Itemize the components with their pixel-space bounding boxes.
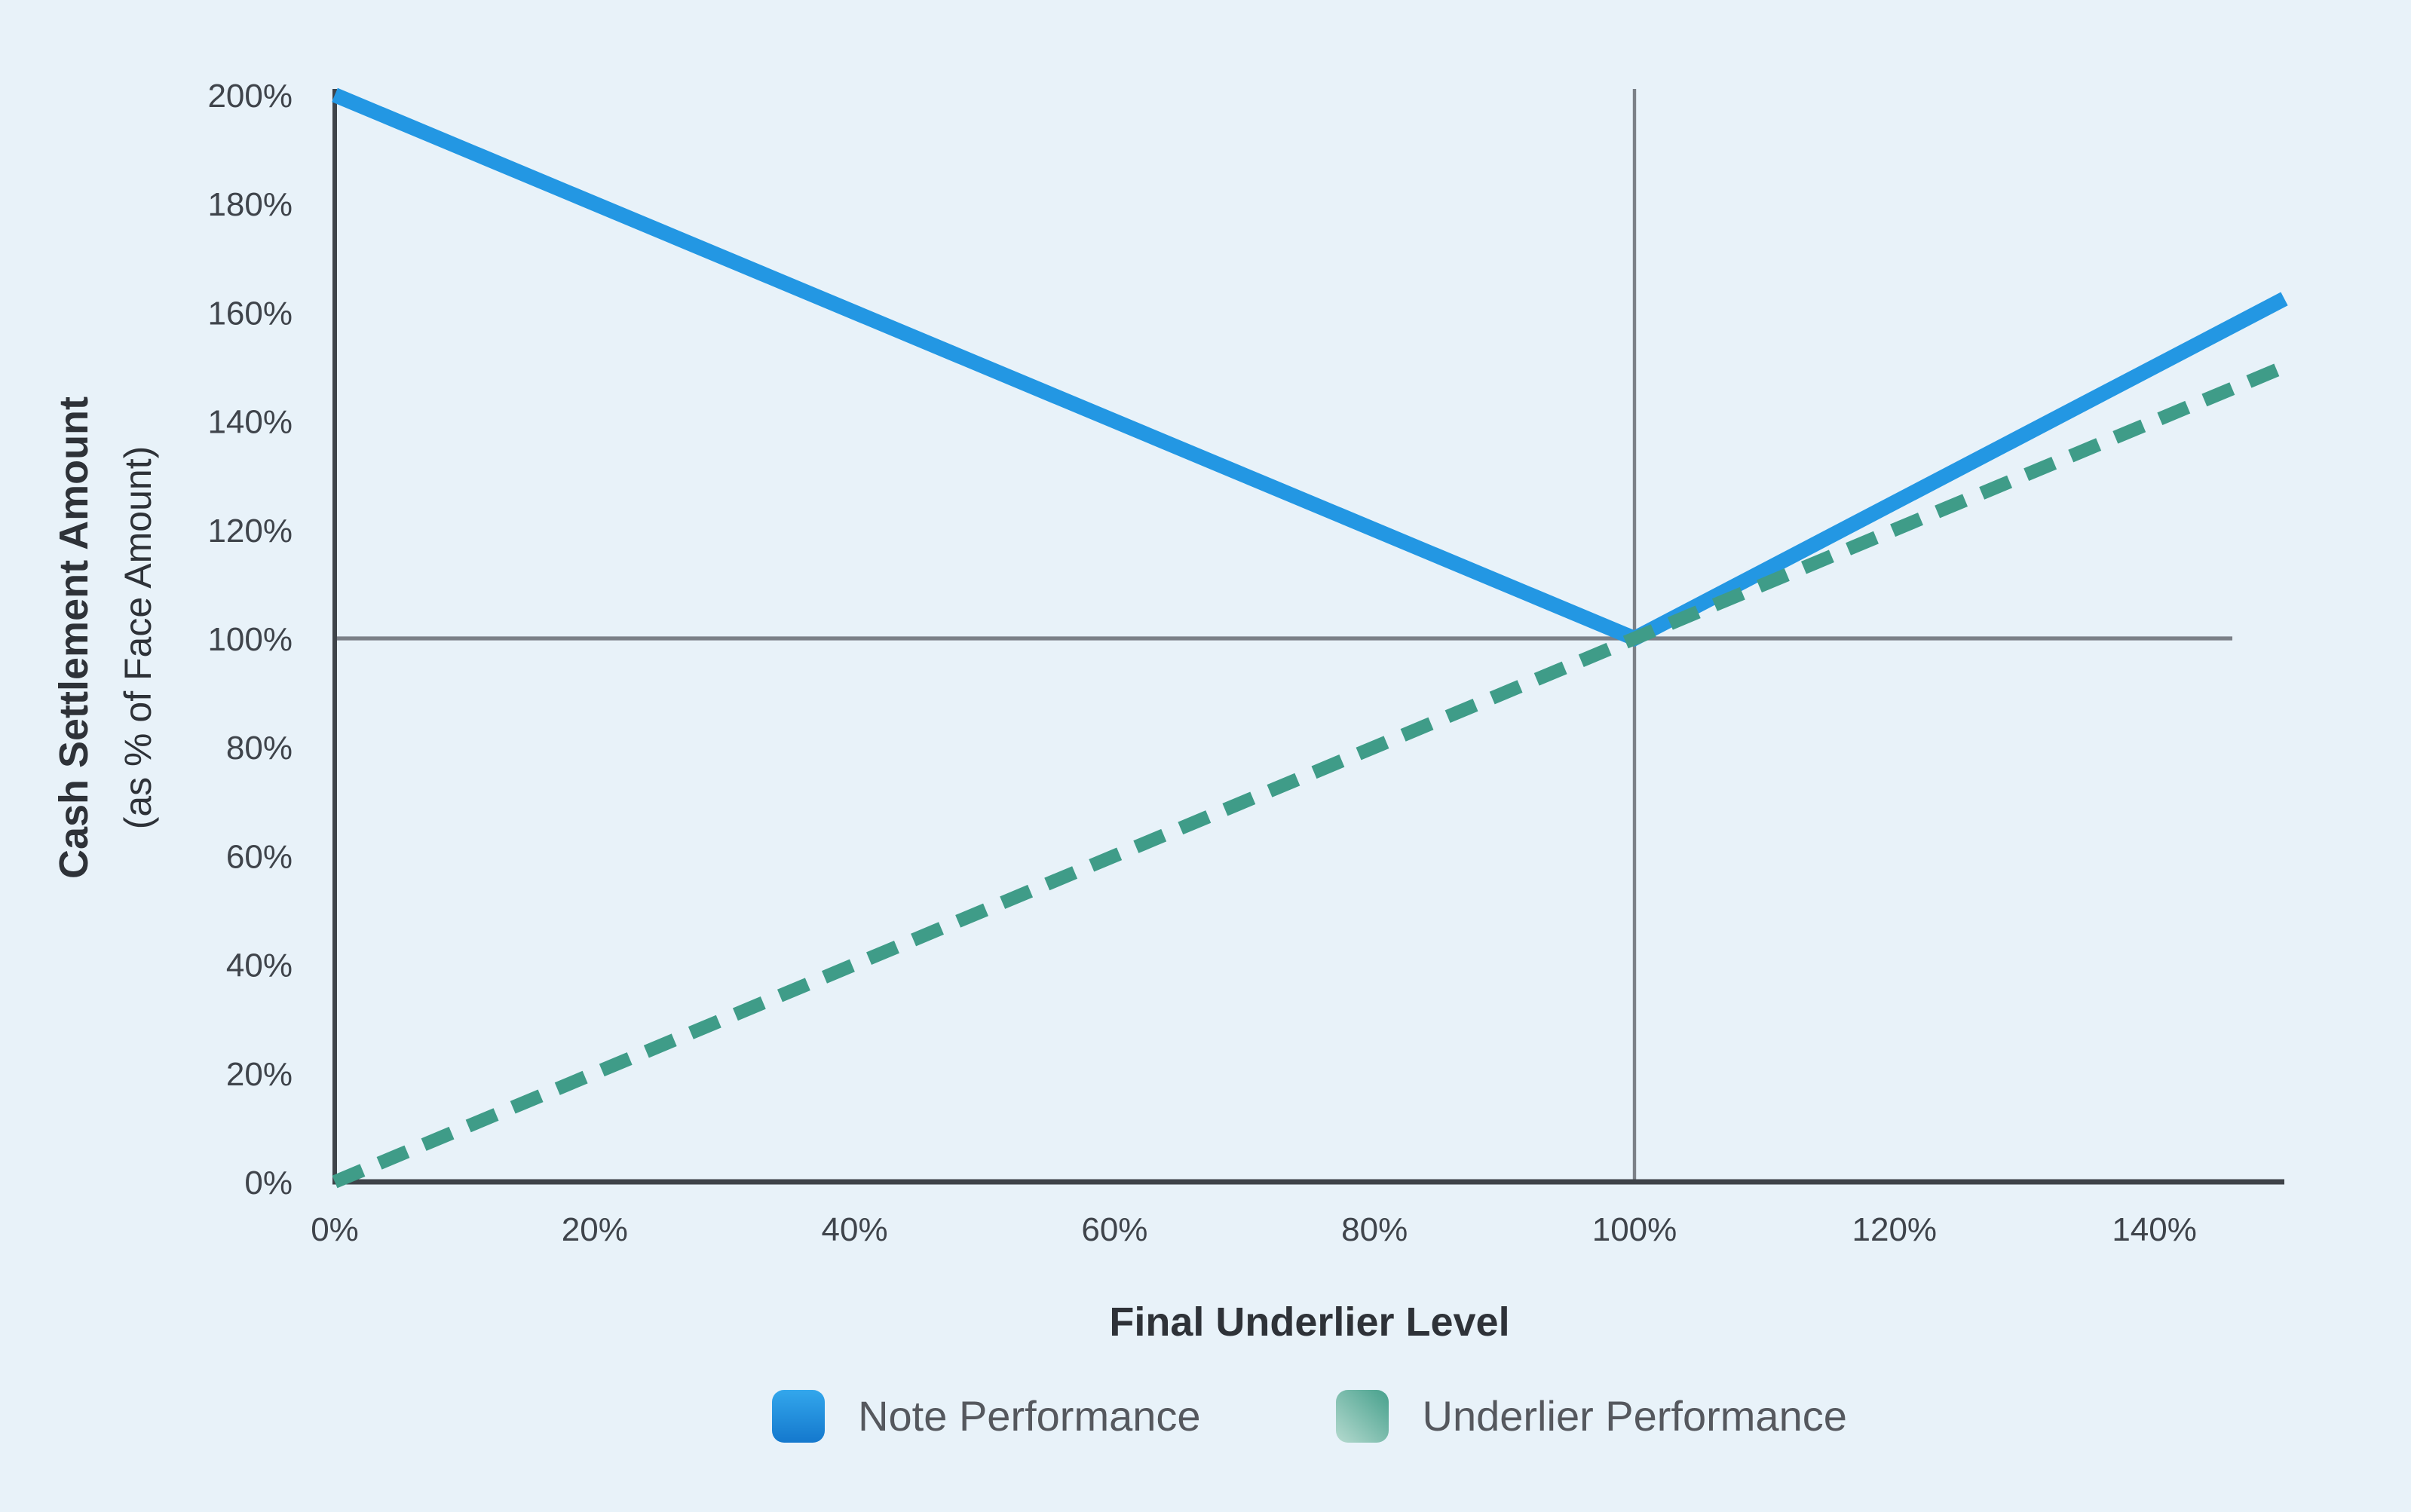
y-tick-label: 140% [207, 404, 293, 441]
x-axis-title: Final Underlier Level [1109, 1299, 1510, 1345]
x-tick-label: 60% [1081, 1211, 1147, 1248]
y-tick-label: 120% [207, 513, 293, 549]
y-tick-label: 0% [244, 1165, 293, 1201]
y-tick-label: 160% [207, 295, 293, 332]
note-performance-swatch [772, 1390, 826, 1443]
x-tick-label: 40% [822, 1211, 888, 1248]
y-tick-label: 180% [207, 186, 293, 223]
legend: Note Performance Underlier Performance [335, 1390, 2284, 1443]
x-tick-label: 80% [1341, 1211, 1408, 1248]
y-axis-title-line2: (as % of Face Amount) [118, 445, 160, 830]
y-tick-label: 100% [207, 621, 293, 658]
legend-label-underlier-performance: Underlier Performance [1422, 1392, 1847, 1439]
y-tick-label: 60% [226, 838, 293, 875]
legend-label-note-performance: Note Performance [858, 1392, 1201, 1439]
x-tick-label: 100% [1592, 1211, 1677, 1248]
x-tick-label: 120% [1852, 1211, 1938, 1248]
y-tick-label: 40% [226, 947, 293, 984]
y-tick-label: 20% [226, 1056, 293, 1093]
y-tick-label: 200% [207, 78, 293, 115]
x-tick-label: 20% [562, 1211, 628, 1248]
legend-item-underlier-performance: Underlier Performance [1336, 1390, 1847, 1443]
y-axis-title: Cash Settlement Amount (as % of Face Amo… [41, 396, 170, 879]
x-tick-label: 0% [311, 1211, 359, 1248]
legend-item-note-performance: Note Performance [772, 1390, 1201, 1443]
underlier-performance-swatch [1336, 1390, 1389, 1443]
y-axis-title-line1: Cash Settlement Amount [51, 396, 97, 880]
series-line-underlier-performance [332, 360, 2287, 1189]
y-tick-label: 80% [226, 730, 293, 767]
series-line-note-performance [332, 87, 2288, 647]
x-tick-label: 140% [2112, 1211, 2197, 1248]
